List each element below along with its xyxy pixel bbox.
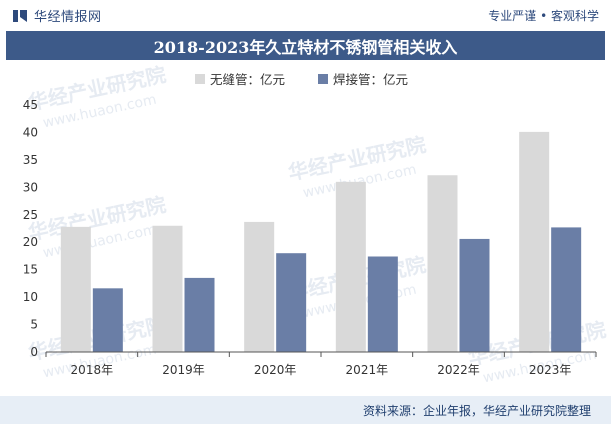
bar-welded: [276, 253, 307, 352]
bar-welded: [92, 288, 123, 352]
y-tick-label: 5: [30, 318, 38, 332]
legend-label-1: 焊接管：亿元: [333, 72, 408, 87]
y-axis: 0 5 10 15 20 25 30 35 40 45: [23, 98, 38, 359]
brand-name: 华经情报网: [34, 10, 102, 25]
bar-welded: [367, 256, 398, 352]
brand-logo-icon: [13, 9, 27, 22]
bars: [60, 131, 582, 352]
x-tick-label: 2019年: [162, 363, 205, 377]
chart-title: 2018-2023年久立特材不锈钢管相关收入: [153, 37, 458, 57]
bar-seamless: [244, 221, 275, 352]
bar-chart: 华经产业研究院www.huaon.com华经产业研究院www.huaon.com…: [23, 62, 608, 386]
legend-label-0: 无缝管：亿元: [210, 72, 285, 87]
y-tick-label: 45: [23, 98, 38, 112]
footer: 资料来源：企业年报，华经产业研究院整理: [0, 396, 611, 424]
x-tick-label: 2023年: [529, 363, 572, 377]
y-tick-label: 0: [30, 345, 38, 359]
bar-seamless: [60, 226, 91, 352]
bar-welded: [551, 227, 582, 352]
y-tick-label: 20: [23, 235, 38, 249]
bar-welded: [184, 277, 215, 352]
legend-swatch-1: [318, 74, 328, 84]
legend-swatch-0: [195, 74, 205, 84]
slogan: 专业严谨 • 客观科学: [488, 9, 599, 23]
x-tick-label: 2018年: [71, 363, 114, 377]
bar-seamless: [335, 181, 366, 352]
y-tick-label: 10: [23, 290, 38, 304]
bar-welded: [459, 238, 490, 352]
bar-seamless: [427, 175, 458, 352]
brand: 华经情报网: [0, 6, 102, 25]
x-tick-label: 2022年: [437, 363, 480, 377]
y-tick-label: 35: [23, 153, 38, 167]
y-tick-label: 25: [23, 208, 38, 222]
bar-seamless: [152, 225, 183, 352]
y-tick-label: 15: [23, 263, 38, 277]
top-bar: 华经情报网 专业严谨 • 客观科学: [0, 0, 611, 31]
bar-seamless: [519, 131, 550, 352]
legend: 无缝管：亿元 焊接管：亿元: [195, 72, 408, 87]
x-axis: 2018年 2019年 2020年 2021年 2022年 2023年: [45, 351, 597, 377]
source-note: 资料来源：企业年报，华经产业研究院整理: [362, 404, 591, 418]
title-bar: 2018-2023年久立特材不锈钢管相关收入: [6, 31, 605, 60]
y-tick-label: 40: [23, 125, 38, 139]
y-tick-label: 30: [23, 180, 38, 194]
x-tick-label: 2020年: [254, 363, 297, 377]
chart-area: 华经产业研究院 www.huaon.com 华经产业研究院 www.huaon.com…: [0, 60, 611, 396]
x-tick-label: 2021年: [346, 363, 389, 377]
